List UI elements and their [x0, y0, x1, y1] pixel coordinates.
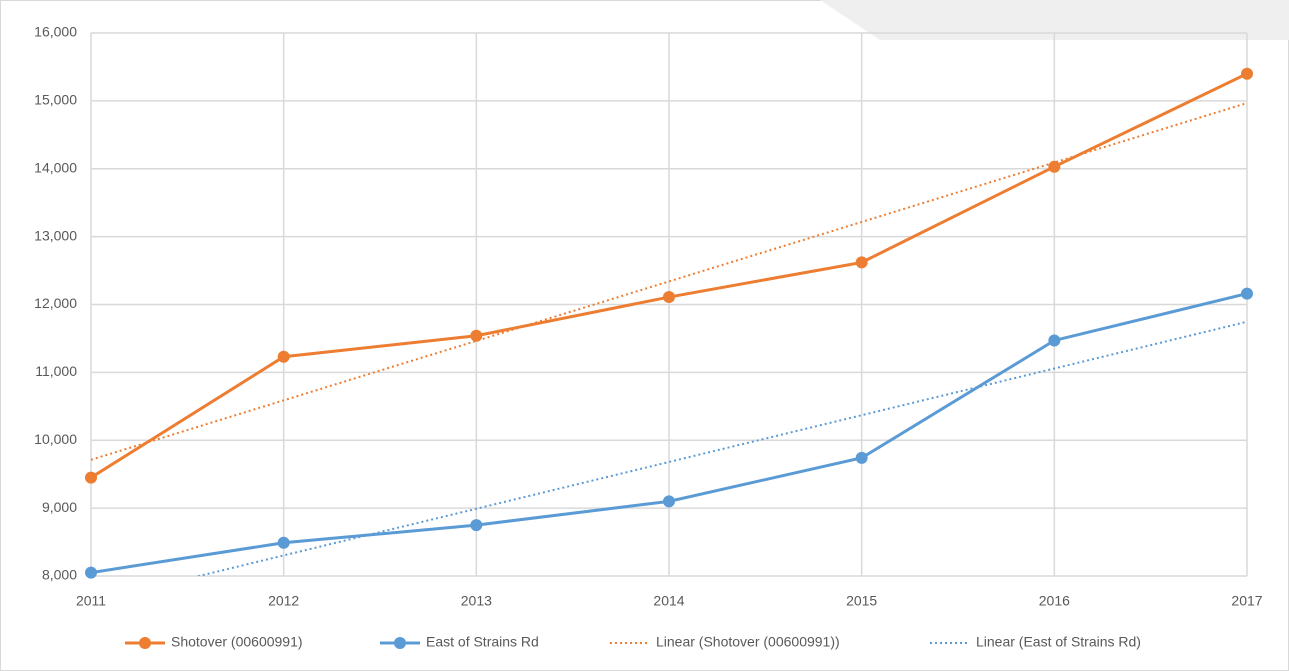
legend-marker [139, 637, 151, 649]
y-tick-label: 13,000 [34, 227, 77, 243]
point [470, 519, 483, 532]
point [1048, 160, 1061, 173]
point [1048, 334, 1061, 347]
x-tick-label: 2012 [268, 593, 299, 609]
y-tick-label: 11,000 [35, 363, 77, 379]
point [1241, 67, 1253, 80]
x-tick-label: 2015 [846, 593, 877, 609]
legend-label: Linear (East of Strains Rd) [976, 634, 1141, 650]
y-tick-label: 9,000 [42, 499, 77, 515]
decoration [820, 0, 1289, 40]
y-tick-label: 14,000 [34, 159, 77, 175]
point [470, 329, 483, 342]
point [277, 350, 290, 363]
y-tick-label: 8,000 [42, 567, 77, 583]
x-tick-label: 2016 [1039, 593, 1070, 609]
x-tick-label: 2017 [1231, 593, 1262, 609]
legend-marker [394, 637, 406, 649]
point [85, 566, 97, 579]
y-tick-label: 10,000 [34, 431, 77, 447]
trend-line [194, 320, 1247, 576]
x-tick-label: 2013 [461, 593, 492, 609]
legend-label: Shotover (00600991) [171, 634, 303, 650]
legend-label: Linear (Shotover (00600991)) [656, 634, 840, 650]
point [85, 471, 97, 484]
trend-line [91, 102, 1247, 461]
point [277, 536, 290, 549]
y-tick-label: 16,000 [34, 24, 77, 40]
point [855, 451, 868, 464]
y-tick-label: 15,000 [34, 92, 77, 108]
point [855, 256, 868, 269]
point [1241, 287, 1253, 300]
legend-label: East of Strains Rd [426, 634, 539, 650]
point [663, 495, 675, 508]
point [663, 291, 675, 304]
y-tick-label: 12,000 [34, 295, 77, 311]
x-tick-label: 2011 [76, 593, 106, 609]
x-tick-label: 2014 [653, 593, 684, 609]
